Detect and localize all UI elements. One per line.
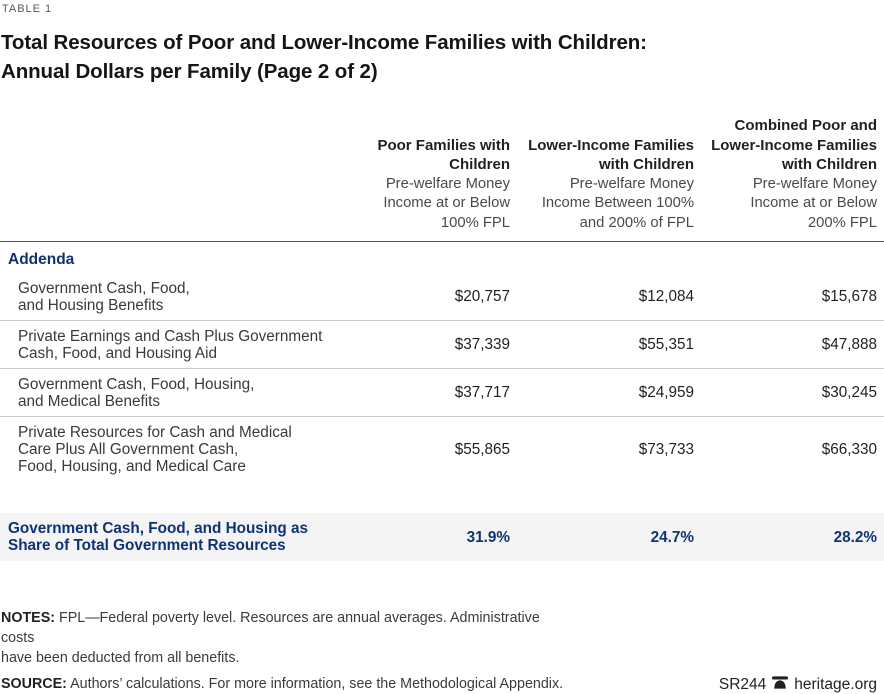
table-row-highlighted: Government Cash, Food, and Housing as Sh… xyxy=(0,513,884,561)
cell-value: $12,084 xyxy=(638,288,694,305)
liberty-bell-icon xyxy=(772,676,789,694)
cell-value: 31.9% xyxy=(466,528,510,546)
cell-value: $37,717 xyxy=(454,384,510,401)
column-subtitle: Pre-welfare Money Income Between 100% an… xyxy=(541,175,694,231)
column-header-poor-families: Poor Families with Children Pre-welfare … xyxy=(368,86,510,242)
notes-label: NOTES: xyxy=(1,610,56,626)
cell-value: $24,959 xyxy=(638,384,694,401)
column-header-lower-income-families: Lower-Income Families with Children Pre-… xyxy=(510,86,694,242)
column-title: Poor Families with Children xyxy=(377,136,510,174)
report-id: SR244 xyxy=(718,676,767,693)
column-header-combined-families: Combined Poor and Lower-Income Families … xyxy=(694,86,884,242)
highlight-summary-row: Government Cash, Food, and Housing as Sh… xyxy=(0,513,884,561)
table-title: Total Resources of Poor and Lower-Income… xyxy=(1,31,647,83)
row-label: Private Earnings and Cash Plus Governmen… xyxy=(18,327,323,362)
cell-value: $55,865 xyxy=(454,440,510,458)
table-row: Private Resources for Cash and Medical C… xyxy=(0,417,884,482)
cell-value: $30,245 xyxy=(821,384,877,401)
cell-value: $20,757 xyxy=(454,288,510,305)
row-label: Government Cash, Food, and Housing Benef… xyxy=(18,279,190,314)
table-number-label: TABLE 1 xyxy=(2,3,53,15)
table-row: Private Earnings and Cash Plus Governmen… xyxy=(0,321,884,369)
table-header: Poor Families with Children Pre-welfare … xyxy=(0,86,884,242)
site-name: heritage.org xyxy=(794,676,877,693)
source: SOURCE: Authors’ calculations. For more … xyxy=(1,674,563,694)
cell-value: 28.2% xyxy=(833,528,877,546)
header-spacer xyxy=(0,86,368,242)
row-label: Government Cash, Food, and Housing as Sh… xyxy=(8,520,309,554)
cell-value: $66,330 xyxy=(821,440,877,458)
table-row: Government Cash, Food, Housing, and Medi… xyxy=(0,369,884,417)
section-heading-row: Addenda xyxy=(0,242,884,274)
column-subtitle: Pre-welfare Money Income at or Below 200… xyxy=(750,175,877,231)
table-row: Government Cash, Food, and Housing Benef… xyxy=(0,273,884,321)
cell-value: $15,678 xyxy=(821,288,877,305)
section-heading: Addenda xyxy=(8,251,75,268)
column-subtitle: Pre-welfare Money Income at or Below 100… xyxy=(383,175,510,231)
source-text: Authors’ calculations. For more informat… xyxy=(70,676,564,692)
cell-value: $37,339 xyxy=(454,336,510,353)
notes: NOTES: FPL—Federal poverty level. Resour… xyxy=(1,608,561,668)
notes-text: FPL—Federal poverty level. Resources are… xyxy=(1,610,540,666)
row-label: Government Cash, Food, Housing, and Medi… xyxy=(18,375,255,410)
cell-value: 24.7% xyxy=(650,528,694,546)
cell-value: $55,351 xyxy=(638,336,694,353)
resources-table: Poor Families with Children Pre-welfare … xyxy=(0,86,884,481)
row-label: Private Resources for Cash and Medical C… xyxy=(18,423,292,475)
footer-branding: SR244 heritage.org xyxy=(719,676,884,694)
cell-value: $47,888 xyxy=(821,336,877,353)
cell-value: $73,733 xyxy=(638,440,694,458)
source-label: SOURCE: xyxy=(1,676,67,692)
column-title: Lower-Income Families with Children xyxy=(528,136,694,174)
footer-row: SOURCE: Authors’ calculations. For more … xyxy=(0,674,884,694)
column-title: Combined Poor and Lower-Income Families … xyxy=(711,117,877,173)
